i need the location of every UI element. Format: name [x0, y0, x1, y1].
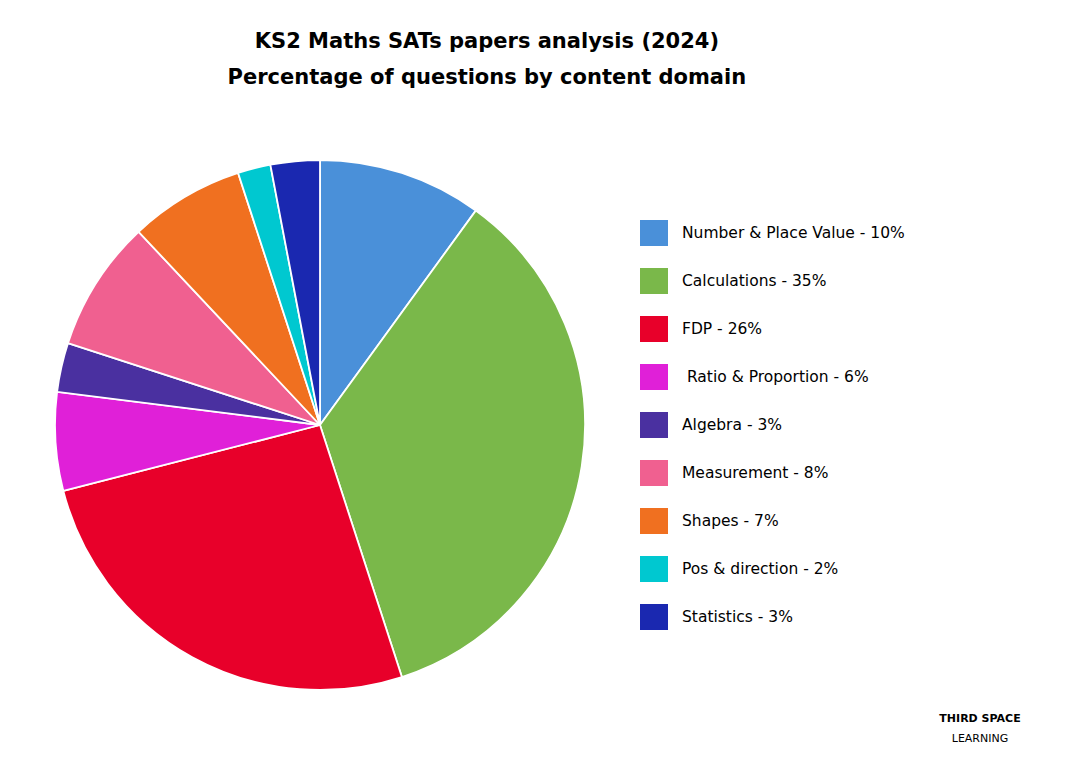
- legend-item: Shapes - 7%: [640, 508, 779, 534]
- legend-label: Pos & direction - 2%: [682, 560, 838, 578]
- legend-swatch: [640, 412, 668, 438]
- legend-item: Algebra - 3%: [640, 412, 782, 438]
- title: KS2 Maths SATs papers analysis (2024): [255, 29, 719, 53]
- legend-label: Statistics - 3%: [682, 608, 793, 626]
- legend-item: Measurement - 8%: [640, 460, 828, 486]
- pie-slice: [270, 160, 320, 425]
- legend-label: Calculations - 35%: [682, 272, 826, 290]
- legend-label: Ratio & Proportion - 6%: [682, 368, 869, 386]
- annotation: LEARNING: [952, 732, 1008, 745]
- annotation: THIRD SPACE: [939, 712, 1020, 725]
- legend-swatch: [640, 364, 668, 390]
- legend-item: Ratio & Proportion - 6%: [640, 364, 869, 390]
- legend-item: Pos & direction - 2%: [640, 556, 838, 582]
- legend: Number & Place Value - 10% Calculations -…: [640, 220, 905, 630]
- legend-swatch: [640, 316, 668, 342]
- legend-item: Calculations - 35%: [640, 268, 826, 294]
- chart: KS2 Maths SATs papers analysis (2024) Per…: [0, 0, 1082, 770]
- legend-swatch: [640, 268, 668, 294]
- legend-swatch: [640, 556, 668, 582]
- legend-label: FDP - 26%: [682, 320, 762, 338]
- pie: [55, 160, 585, 690]
- legend-label: Number & Place Value - 10%: [682, 224, 905, 242]
- legend-item: Statistics - 3%: [640, 604, 793, 630]
- legend-swatch: [640, 460, 668, 486]
- subtitle: Percentage of questions by content domai…: [228, 65, 747, 89]
- legend-swatch: [640, 220, 668, 246]
- legend-label: Shapes - 7%: [682, 512, 779, 530]
- legend-swatch: [640, 508, 668, 534]
- legend-label: Measurement - 8%: [682, 464, 828, 482]
- legend-label: Algebra - 3%: [682, 416, 782, 434]
- legend-swatch: [640, 604, 668, 630]
- legend-item: FDP - 26%: [640, 316, 762, 342]
- legend-item: Number & Place Value - 10%: [640, 220, 905, 246]
